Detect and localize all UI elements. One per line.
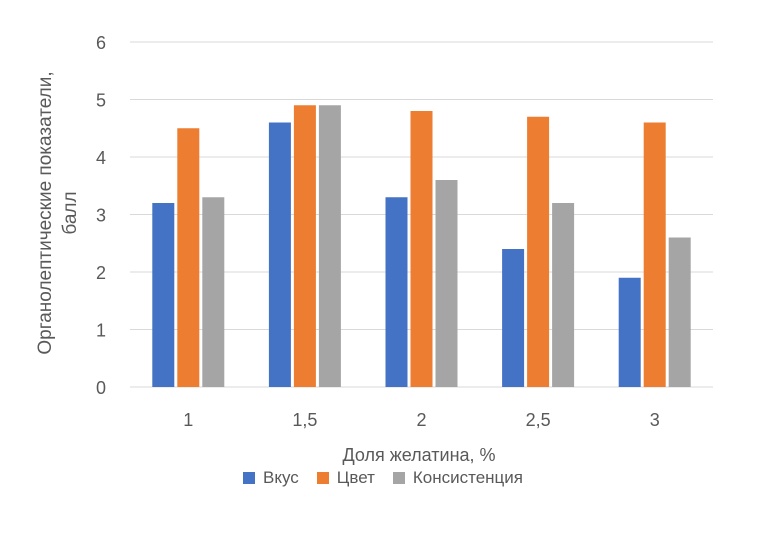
y-tick-label-0: 0 bbox=[96, 378, 106, 398]
bars bbox=[152, 105, 691, 387]
legend-swatch-color bbox=[316, 472, 329, 484]
y-tick-label-6: 6 bbox=[96, 33, 106, 53]
bar-series-2-category-0 bbox=[202, 197, 225, 387]
y-tick-label-2: 2 bbox=[96, 263, 106, 283]
bar-series-1-category-3 bbox=[527, 116, 550, 387]
bar-series-0-category-4 bbox=[618, 277, 641, 387]
y-axis-label-line-2: балл bbox=[60, 191, 81, 234]
bar-series-0-category-2 bbox=[385, 197, 408, 387]
y-tick-label-5: 5 bbox=[96, 91, 106, 111]
bar-series-1-category-0 bbox=[177, 128, 200, 387]
x-tick-label-3: 2,5 bbox=[526, 410, 551, 430]
y-tick-label-4: 4 bbox=[96, 148, 106, 168]
legend-item-taste: Вкус bbox=[243, 468, 299, 488]
x-axis-label: Доля желатина, % bbox=[342, 445, 495, 465]
x-tick-label-4: 3 bbox=[650, 410, 660, 430]
bar-series-0-category-0 bbox=[152, 203, 175, 387]
legend-label-taste: Вкус bbox=[263, 468, 299, 487]
y-tick-labels: 0 1 2 3 4 5 6 bbox=[96, 33, 106, 398]
bar-series-1-category-2 bbox=[410, 111, 433, 387]
legend-item-color: Цвет bbox=[316, 468, 375, 488]
x-tick-label-2: 2 bbox=[416, 410, 426, 430]
legend-swatch-consistency bbox=[392, 472, 405, 484]
bar-series-0-category-1 bbox=[268, 122, 291, 387]
y-tick-label-3: 3 bbox=[96, 206, 106, 226]
y-tick-label-1: 1 bbox=[96, 321, 106, 341]
bar-series-2-category-3 bbox=[552, 203, 575, 387]
x-tick-label-0: 1 bbox=[183, 410, 193, 430]
x-tick-labels: 1 1,5 2 2,5 3 bbox=[183, 410, 659, 430]
legend-label-consistency: Консистенция bbox=[412, 468, 523, 487]
legend-item-consistency: Консистенция bbox=[392, 468, 523, 488]
bar-series-2-category-2 bbox=[435, 180, 458, 387]
bar-series-0-category-3 bbox=[502, 249, 525, 387]
y-axis-label-line-1: Органолептические показатели, bbox=[35, 71, 56, 354]
x-tick-label-1: 1,5 bbox=[292, 410, 317, 430]
bar-series-1-category-4 bbox=[643, 122, 666, 387]
bar-series-2-category-1 bbox=[318, 105, 341, 387]
bar-series-1-category-1 bbox=[293, 105, 316, 387]
bar-series-2-category-4 bbox=[668, 237, 691, 387]
legend: Вкус Цвет Консистенция bbox=[0, 468, 766, 488]
legend-label-color: Цвет bbox=[336, 468, 375, 487]
legend-swatch-taste bbox=[243, 472, 255, 484]
